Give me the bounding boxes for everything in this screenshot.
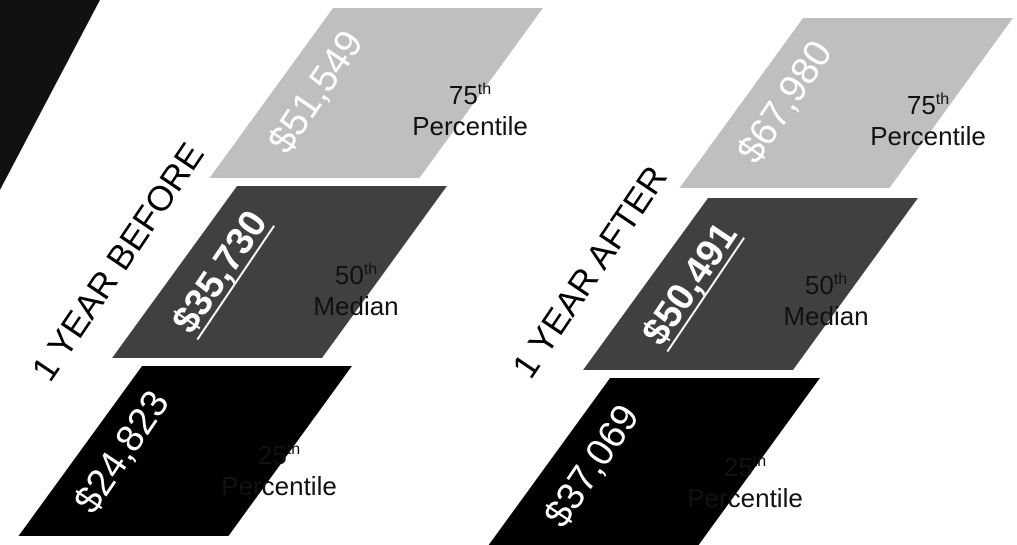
label-p25-after-sup: th xyxy=(752,453,767,470)
label-p25-before: 25th Percentile xyxy=(221,440,337,502)
label-p50-after-sup: th xyxy=(833,271,848,288)
label-p75-before-sup: th xyxy=(477,81,492,98)
label-p50-after-text: Median xyxy=(783,301,869,332)
label-p50-before-text: Median xyxy=(313,291,399,322)
label-p50-before-sup: th xyxy=(363,261,378,278)
label-p50-before: 50th Median xyxy=(313,260,398,322)
label-p50-before-num: 50 xyxy=(334,260,364,290)
label-p75-after: 75th Percentile xyxy=(870,90,986,152)
label-p25-before-sup: th xyxy=(286,441,301,458)
label-p75-before-num: 75 xyxy=(448,80,478,110)
label-p25-before-text: Percentile xyxy=(221,471,337,502)
label-p25-after: 25th Percentile xyxy=(687,452,803,514)
corner-decoration xyxy=(0,0,100,190)
label-p75-before: 75th Percentile xyxy=(412,80,528,142)
label-p75-after-sup: th xyxy=(935,91,950,108)
label-p75-before-text: Percentile xyxy=(412,111,528,142)
label-p75-after-text: Percentile xyxy=(870,121,986,152)
label-p25-after-num: 25 xyxy=(723,452,753,482)
label-p50-after-num: 50 xyxy=(804,270,834,300)
label-p50-after: 50th Median xyxy=(783,270,868,332)
label-p25-after-text: Percentile xyxy=(687,483,803,514)
label-p75-after-num: 75 xyxy=(906,90,936,120)
label-p25-before-num: 25 xyxy=(257,440,287,470)
